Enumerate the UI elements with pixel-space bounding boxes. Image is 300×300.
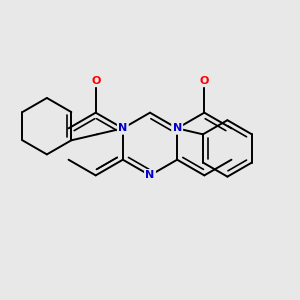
Text: O: O (200, 76, 209, 86)
Text: N: N (118, 123, 128, 134)
Text: N: N (172, 123, 182, 134)
Text: N: N (146, 170, 154, 180)
Text: O: O (91, 76, 100, 86)
